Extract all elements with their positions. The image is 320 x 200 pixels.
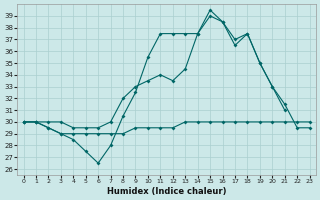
- X-axis label: Humidex (Indice chaleur): Humidex (Indice chaleur): [107, 187, 226, 196]
